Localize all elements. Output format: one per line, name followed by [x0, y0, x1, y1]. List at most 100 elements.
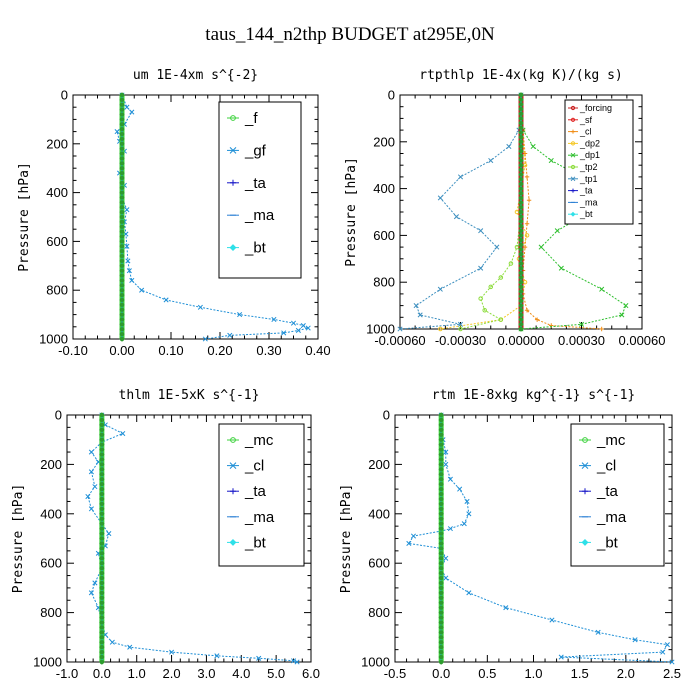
- x-tick-label: 1.0: [524, 666, 542, 681]
- data-point: [508, 261, 514, 266]
- panel-title: rtpthlp 1E-4x(kg K)/(kg s): [419, 68, 623, 83]
- data-point: [119, 107, 125, 113]
- data-point: [438, 639, 444, 645]
- series-bt: [518, 92, 524, 332]
- legend-label: _dp1: [579, 150, 600, 160]
- data-point: [99, 560, 105, 566]
- data-point: [119, 326, 125, 332]
- legend-marker: [229, 244, 237, 252]
- x-tick-label: 0.20: [207, 343, 232, 358]
- data-point: [530, 143, 536, 150]
- data-point: [99, 585, 105, 591]
- data-point: [99, 446, 105, 453]
- data-point: [99, 461, 105, 468]
- y-tick-label: 800: [40, 605, 62, 620]
- y-tick-label: 400: [46, 185, 68, 200]
- legend-marker: [570, 105, 576, 111]
- data-point: [271, 316, 277, 323]
- data-point: [119, 287, 125, 293]
- data-point: [119, 321, 125, 327]
- legend-label: _cl: [244, 458, 264, 475]
- x-tick-label: -1.0: [56, 666, 78, 681]
- x-tick-label: -0.00060: [374, 333, 425, 348]
- data-point: [438, 496, 444, 502]
- y-axis-label: Pressure [hPa]: [339, 484, 354, 594]
- data-point: [99, 565, 105, 571]
- data-point: [443, 575, 449, 581]
- x-tick-label: 0.00000: [498, 333, 545, 348]
- data-point: [124, 207, 130, 213]
- x-tick-label: 2.0: [617, 666, 635, 681]
- data-point: [119, 316, 125, 323]
- data-point: [498, 317, 504, 322]
- data-point: [522, 151, 528, 156]
- legend: _mc _cl _ta _ma _bt: [570, 423, 665, 567]
- data-point: [119, 243, 125, 249]
- data-point: [447, 526, 453, 532]
- legend-label: _ma: [596, 509, 627, 526]
- data-point: [410, 533, 417, 539]
- data-point: [99, 437, 105, 443]
- data-point: [305, 325, 311, 331]
- x-tick-label: 1.0: [128, 666, 146, 681]
- data-point: [290, 320, 297, 326]
- y-tick-label: 600: [368, 556, 390, 571]
- data-point: [438, 659, 444, 665]
- data-point: [109, 639, 115, 645]
- legend-label: _mc: [596, 432, 626, 449]
- data-point: [99, 639, 105, 645]
- data-point: [438, 614, 444, 621]
- panel-title: um 1E-4xm s^{-2}: [133, 68, 258, 83]
- data-point: [126, 268, 132, 274]
- data-point: [119, 126, 125, 132]
- series-line: [440, 94, 528, 330]
- data-point: [163, 297, 169, 303]
- data-point: [119, 238, 125, 245]
- legend-label: _ta: [596, 483, 619, 500]
- data-point: [99, 644, 105, 650]
- legend-label: _ma: [244, 207, 275, 224]
- data-point: [99, 466, 105, 472]
- legend: _mc _cl _ta _ma _bt: [218, 423, 305, 567]
- data-point: [457, 321, 464, 327]
- data-point: [558, 654, 564, 660]
- legend-marker: [230, 488, 236, 495]
- data-point: [524, 233, 530, 238]
- data-point: [438, 555, 444, 561]
- panel-1: um 1E-4xm s^{-2} Pressure [hPa] -0.10 0.00 0…: [17, 68, 331, 358]
- data-point: [119, 297, 125, 303]
- data-point: [438, 481, 444, 487]
- legend-label: _ta: [579, 186, 593, 196]
- x-tick-label: 3.0: [197, 666, 215, 681]
- y-tick-label: 800: [46, 283, 68, 298]
- data-point: [119, 277, 125, 284]
- data-point: [99, 427, 105, 433]
- series-bt: [119, 92, 125, 342]
- data-point: [99, 506, 105, 512]
- data-point: [99, 659, 105, 665]
- data-point: [119, 92, 125, 98]
- data-point: [119, 233, 125, 240]
- data-point: [443, 461, 449, 467]
- data-point: [119, 170, 125, 176]
- data-point: [438, 560, 444, 566]
- data-point: [119, 185, 125, 191]
- data-point: [524, 308, 530, 313]
- data-point: [438, 535, 444, 542]
- data-point: [438, 550, 444, 556]
- data-point: [453, 214, 460, 220]
- legend-marker: [570, 176, 576, 182]
- data-point: [99, 442, 105, 448]
- data-point: [237, 312, 243, 318]
- data-point: [99, 456, 105, 463]
- x-tick-label: 0.0: [432, 666, 450, 681]
- data-point: [488, 157, 494, 164]
- data-point: [578, 321, 585, 327]
- data-point: [124, 243, 130, 249]
- data-point: [214, 653, 220, 659]
- data-point: [438, 629, 444, 635]
- data-point: [518, 326, 524, 332]
- data-point: [406, 540, 412, 546]
- data-point: [99, 545, 105, 552]
- legend-marker: [570, 117, 576, 122]
